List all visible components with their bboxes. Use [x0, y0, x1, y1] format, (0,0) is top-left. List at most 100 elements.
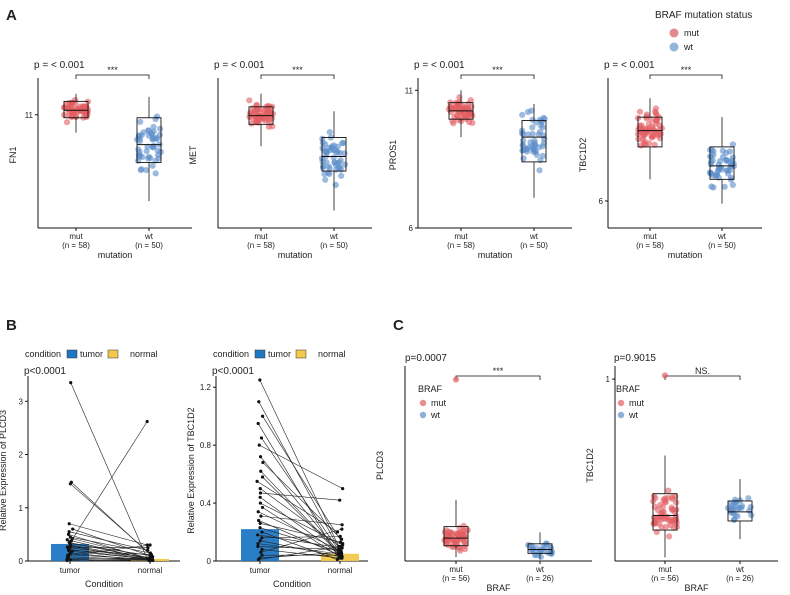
data-point-wt — [143, 167, 150, 174]
data-point-wt — [319, 158, 326, 165]
data-point-wt — [530, 145, 537, 152]
data-point-mut — [666, 533, 673, 540]
outlier-point-mut — [661, 372, 669, 379]
x-tick-label: wt — [717, 232, 727, 241]
significance-bracket — [649, 74, 723, 79]
box-mut — [443, 526, 469, 547]
box-wt — [321, 137, 347, 172]
paired-line — [260, 528, 342, 553]
x-tick-label: mut — [643, 232, 657, 241]
data-point-wt — [745, 495, 752, 502]
x-axis-title: BRAF — [486, 583, 511, 593]
paired-line — [261, 549, 342, 559]
paired-point-normal — [338, 550, 343, 554]
paired-point-normal — [145, 543, 149, 547]
legend-swatch-tumor — [66, 349, 78, 359]
paired-line — [262, 476, 343, 557]
data-point-wt — [738, 502, 746, 509]
legend-label-normal: normal — [318, 349, 346, 359]
data-point-wt — [527, 139, 534, 146]
paired-point-tumor — [255, 479, 259, 483]
data-point-wt — [137, 118, 144, 125]
paired-point-tumor — [258, 521, 262, 525]
data-point-wt — [149, 143, 156, 151]
inplot-legend-label: wt — [628, 410, 638, 420]
data-point-wt — [537, 553, 545, 561]
x-axis-title: mutation — [478, 250, 513, 260]
paired-point-tumor — [66, 532, 71, 536]
box-wt — [136, 117, 162, 163]
paired-point-normal — [338, 498, 342, 502]
paired-point-tumor — [259, 550, 263, 554]
paired-point-tumor — [257, 518, 261, 523]
data-point-mut — [648, 116, 655, 123]
x-axis-title: mutation — [278, 250, 313, 260]
p-value-label: p = < 0.001 — [604, 60, 655, 71]
x-tick-count: (n = 50) — [135, 241, 163, 250]
y-axis-title: TBC1D2 — [578, 138, 588, 173]
data-point-wt — [152, 116, 159, 123]
data-point-wt — [155, 152, 162, 159]
paired-point-tumor — [256, 542, 260, 546]
x-axis-title: BRAF — [684, 583, 709, 593]
paired-point-normal — [338, 540, 343, 544]
data-point-wt — [341, 161, 349, 168]
paired-point-tumor — [260, 505, 265, 510]
data-point-wt — [340, 139, 347, 147]
data-point-mut — [264, 105, 271, 112]
data-point-mut — [653, 529, 660, 536]
paired-line — [70, 382, 148, 559]
data-point-wt — [329, 143, 336, 150]
legend-dot-wt — [669, 42, 679, 52]
paired-point-tumor — [259, 469, 263, 473]
x-tick-label: wt — [329, 232, 339, 241]
paired-line — [70, 483, 152, 555]
paired-point-tumor — [67, 548, 71, 552]
x-tick-label: normal — [138, 566, 163, 575]
paired-point-tumor — [258, 501, 263, 505]
paired-point-tumor — [69, 539, 74, 543]
data-point-wt — [319, 139, 326, 146]
y-axis-title: FN1 — [8, 146, 18, 163]
y-tick-label: 0 — [19, 557, 24, 566]
data-point-wt — [152, 170, 159, 177]
data-point-wt — [539, 143, 546, 150]
significance-bracket — [260, 74, 335, 79]
data-point-mut — [256, 117, 263, 124]
y-tick-label: 6 — [409, 224, 414, 233]
paired-line — [67, 546, 148, 548]
panel-letter-a: A — [6, 7, 17, 24]
data-point-wt — [334, 148, 341, 155]
x-tick-count: (n = 50) — [520, 241, 548, 250]
paired-line — [70, 536, 151, 554]
legend-swatch-normal — [295, 349, 307, 359]
paired-line — [259, 497, 339, 555]
paired-point-tumor — [258, 539, 262, 543]
data-point-wt — [723, 167, 731, 174]
paired-line — [68, 550, 152, 555]
data-point-wt — [520, 130, 527, 137]
p-value-label: p=0.0007 — [405, 353, 447, 364]
paired-point-tumor — [260, 530, 264, 534]
paired-point-normal — [341, 487, 345, 491]
data-point-wt — [139, 154, 146, 161]
chart-met: MET p = < 0.001 mutation mut(n = 58) wt(n = … — [188, 60, 372, 260]
data-point-mut — [636, 108, 644, 115]
y-axis-title: PROS1 — [388, 140, 398, 171]
paired-point-tumor — [68, 482, 72, 486]
data-point-mut — [659, 509, 666, 516]
paired-point-tumor — [71, 527, 75, 531]
data-point-mut — [650, 514, 658, 521]
chart-fn1: 11 FN1 p = < 0.001 mutation mut(n = 58) wt(n … — [8, 60, 192, 260]
x-tick-label: wt — [144, 232, 154, 241]
data-point-mut — [645, 121, 653, 128]
paired-line — [262, 416, 343, 544]
data-point-wt — [520, 155, 527, 162]
data-point-mut — [456, 94, 463, 101]
x-tick-count: (n = 50) — [708, 241, 736, 250]
data-point-mut — [448, 537, 455, 544]
data-point-wt — [731, 516, 738, 523]
x-tick-count: (n = 56) — [442, 574, 470, 583]
data-point-wt — [707, 170, 715, 177]
